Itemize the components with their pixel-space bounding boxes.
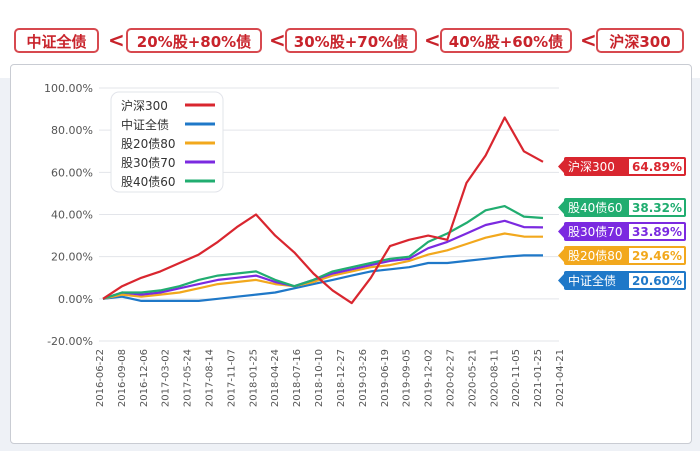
callout-pointer	[558, 274, 564, 287]
callout-name: 中证全债	[568, 273, 616, 288]
y-tick-label: 20.00%	[51, 251, 93, 264]
tab-bond-index[interactable]: 中证全债	[14, 28, 99, 53]
callout-name: 股30债70	[568, 225, 623, 239]
filter-bar: 中证全债 < 20%股+80%债 < 30%股+70%债 < 40%股+60%债…	[0, 0, 700, 78]
tab-40-stock-60-bond[interactable]: 40%股+60%债	[440, 28, 572, 53]
x-tick-label: 2016-06-22	[95, 349, 106, 407]
legend-label: 股40债60	[121, 175, 176, 189]
y-tick-label: 60.00%	[51, 166, 93, 179]
legend-label: 股30债70	[121, 156, 176, 170]
legend-label: 股20债80	[121, 137, 176, 151]
x-tick-label: 2017-05-24	[183, 349, 194, 407]
callout-value-bg	[629, 200, 684, 215]
callout-value-bg	[629, 273, 684, 288]
callout-value-bg	[629, 159, 684, 174]
tab-30-stock-70-bond[interactable]: 30%股+70%债	[285, 28, 417, 53]
x-tick-label: 2016-09-08	[117, 349, 128, 407]
series-line-4	[102, 205, 544, 300]
x-tick-label: 2019-06-19	[380, 349, 391, 407]
series-line-0	[102, 116, 544, 305]
chart-panel: -20.00% 0.00% 20.00% 40.00% 60.00% 80.00% 100.…	[10, 64, 692, 444]
callout-value: 20.60%	[632, 274, 682, 288]
x-tick-label: 2017-11-07	[226, 349, 237, 407]
callout-name: 股40债60	[568, 201, 623, 215]
callout-pointer	[558, 225, 564, 238]
callout-value: 64.89%	[632, 160, 682, 174]
callout-value-bg	[629, 248, 684, 263]
callout-pointer	[558, 160, 564, 173]
legend-label: 中证全债	[121, 117, 169, 132]
x-tick-label: 2018-10-10	[314, 349, 325, 407]
legend-box	[110, 91, 224, 193]
legend-label: 沪深300	[121, 99, 168, 113]
x-tick-label: 2018-01-25	[248, 349, 259, 407]
tab-csi300[interactable]: 沪深300	[596, 28, 684, 53]
x-tick-label: 2021-04-21	[555, 349, 566, 407]
y-tick-label: 40.00%	[51, 209, 93, 222]
x-tick-label: 2017-03-02	[161, 349, 172, 407]
chevron-left-icon: <	[269, 28, 286, 52]
callout-value: 29.46%	[632, 249, 682, 263]
callout-value: 33.89%	[632, 225, 682, 239]
callout-pointer	[558, 201, 564, 214]
chevron-left-icon: <	[580, 28, 597, 52]
performance-chart: -20.00% 0.00% 20.00% 40.00% 60.00% 80.00% 100.…	[44, 82, 686, 407]
x-tick-label: 2018-07-16	[292, 349, 303, 407]
x-tick-label: 2018-04-24	[270, 349, 281, 407]
y-tick-label: 0.00%	[58, 293, 93, 306]
y-tick-label: 80.00%	[51, 124, 93, 137]
x-tick-label: 2020-08-11	[489, 349, 500, 407]
x-tick-label: 2021-01-25	[533, 349, 544, 407]
x-tick-label: 2018-12-27	[336, 349, 347, 407]
y-tick-label: -20.00%	[47, 335, 93, 348]
callout-name: 沪深300	[568, 160, 615, 174]
y-tick-label: 100.00%	[44, 82, 93, 95]
chevron-left-icon: <	[424, 28, 441, 52]
tab-20-stock-80-bond[interactable]: 20%股+80%债	[126, 28, 262, 53]
x-tick-label: 2020-11-05	[511, 349, 522, 407]
callout-value: 38.32%	[632, 201, 682, 215]
x-tick-label: 2020-02-27	[445, 349, 456, 407]
x-tick-label: 2016-12-06	[139, 349, 150, 407]
chevron-left-icon: <	[108, 28, 125, 52]
callout-value-bg	[629, 224, 684, 239]
x-tick-label: 2020-05-21	[467, 349, 478, 407]
x-tick-label: 2019-12-02	[424, 349, 435, 407]
x-tick-label: 2019-09-05	[402, 349, 413, 407]
callout-name: 股20债80	[568, 249, 623, 263]
x-tick-label: 2017-08-14	[205, 349, 216, 407]
x-tick-label: 2019-03-26	[358, 349, 369, 407]
callout-pointer	[558, 249, 564, 262]
series-line-2	[102, 232, 544, 300]
